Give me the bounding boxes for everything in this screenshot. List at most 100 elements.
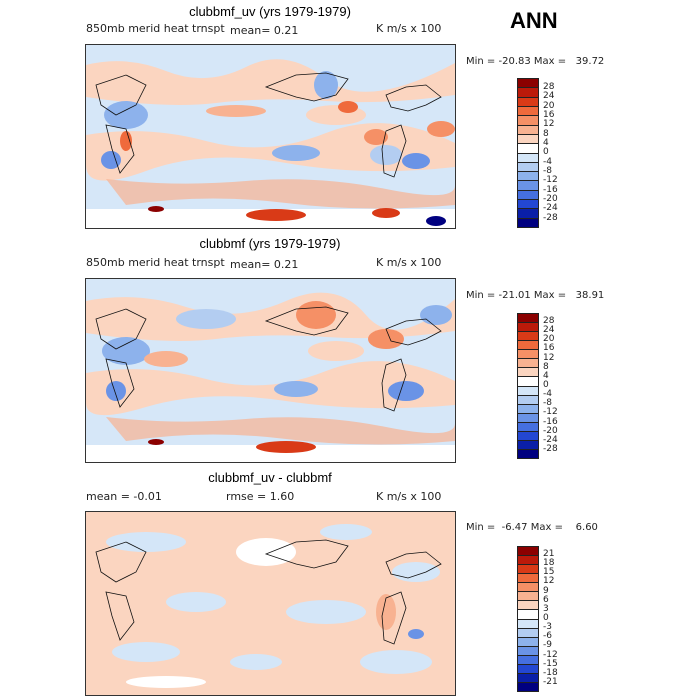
panel-3-mean: mean = -0.01 bbox=[86, 490, 162, 503]
panel-3-minmax: Min = -6.47 Max = 6.60 bbox=[466, 522, 598, 533]
colorbar-swatch bbox=[517, 322, 539, 332]
colorbar-swatch bbox=[517, 115, 539, 125]
colorbar-swatch bbox=[517, 448, 539, 459]
colorbar-level-label: 16 bbox=[543, 343, 555, 354]
colorbar-level-label: -21 bbox=[543, 676, 558, 687]
colorbar-swatch bbox=[517, 189, 539, 200]
colorbar-level-label: 4 bbox=[543, 138, 549, 149]
colorbar-level-label: 28 bbox=[543, 316, 555, 326]
colorbar-level-label: 0 bbox=[543, 379, 549, 390]
colorbar-swatch bbox=[517, 171, 539, 181]
panel-2-mean: mean= 0.21 bbox=[230, 258, 299, 271]
colorbar-level-label: -12 bbox=[543, 649, 558, 660]
colorbar-swatch bbox=[517, 573, 539, 583]
panel-1-mean: mean= 0.21 bbox=[230, 24, 299, 37]
colorbar-swatch bbox=[517, 430, 539, 440]
colorbar-level-label: 3 bbox=[543, 603, 549, 614]
panel-3-contour-map bbox=[86, 512, 455, 695]
colorbar-swatch bbox=[517, 663, 539, 673]
panel-1-units: K m/s x 100 bbox=[376, 22, 442, 35]
colorbar-swatch bbox=[517, 403, 539, 413]
panel-3-colorbar-labels: 21 18 15 12 9 6 3 0 -3 -6 -9 -12 -15 -18 -21 bbox=[543, 550, 558, 687]
colorbar-swatch bbox=[517, 546, 539, 556]
colorbar-swatch bbox=[517, 627, 539, 637]
season-label: ANN bbox=[510, 8, 558, 33]
colorbar-level-label: -16 bbox=[543, 184, 558, 195]
colorbar-swatch bbox=[517, 376, 539, 386]
colorbar-level-label: -24 bbox=[543, 434, 558, 445]
colorbar-level-label: -6 bbox=[543, 631, 552, 642]
panel-3-units: K m/s x 100 bbox=[376, 490, 442, 503]
panel-2-map bbox=[85, 278, 456, 463]
colorbar-swatch bbox=[517, 78, 539, 88]
colorbar-level-label: 18 bbox=[543, 558, 555, 569]
panel-1-contour-map bbox=[86, 45, 455, 228]
panel-1-map bbox=[85, 44, 456, 229]
panel-2-title: clubbmf (yrs 1979-1979) bbox=[199, 236, 341, 251]
panel-2-colorbar bbox=[517, 313, 539, 459]
colorbar-swatch bbox=[517, 582, 539, 592]
colorbar-level-label: -15 bbox=[543, 658, 558, 669]
colorbar-swatch bbox=[517, 681, 539, 692]
panel-1-title: clubbmf_uv (yrs 1979-1979) bbox=[189, 4, 351, 19]
colorbar-swatch bbox=[517, 217, 539, 228]
colorbar-swatch bbox=[517, 439, 539, 449]
colorbar-level-label: -28 bbox=[543, 212, 558, 223]
colorbar-level-label: 15 bbox=[543, 567, 555, 578]
colorbar-swatch bbox=[517, 654, 539, 664]
panel-3-map bbox=[85, 511, 456, 696]
colorbar-level-label: -16 bbox=[543, 416, 558, 427]
colorbar-level-label: 0 bbox=[543, 612, 549, 623]
colorbar-swatch bbox=[517, 105, 539, 116]
colorbar-swatch bbox=[517, 564, 539, 574]
colorbar-level-label: 24 bbox=[543, 91, 555, 102]
colorbar-level-label: 8 bbox=[543, 361, 549, 372]
colorbar-level-label: 20 bbox=[543, 100, 555, 111]
panel-2-contour-map bbox=[86, 279, 455, 462]
colorbar-level-label: -3 bbox=[543, 622, 552, 633]
colorbar-swatch bbox=[517, 331, 539, 341]
colorbar-level-label: -9 bbox=[543, 640, 552, 651]
colorbar-level-label: 6 bbox=[543, 594, 549, 605]
panel-1-field-label: 850mb merid heat trnspt bbox=[86, 22, 225, 35]
colorbar-level-label: -20 bbox=[543, 194, 558, 205]
colorbar-swatch bbox=[517, 618, 539, 628]
colorbar-level-label: 28 bbox=[543, 82, 555, 92]
colorbar-level-label: 16 bbox=[543, 110, 555, 121]
colorbar-swatch bbox=[517, 199, 539, 209]
colorbar-swatch bbox=[517, 600, 539, 610]
colorbar-level-label: 9 bbox=[543, 585, 549, 596]
panel-3-title: clubbmf_uv - clubbmf bbox=[208, 470, 332, 485]
panel-1-colorbar-labels: 28 24 20 16 12 8 4 0 -4 -8 -12 -16 -20 -24 -28 bbox=[543, 83, 558, 223]
colorbar-swatch bbox=[517, 412, 539, 422]
colorbar-level-label: -24 bbox=[543, 203, 558, 214]
colorbar-level-label: -20 bbox=[543, 425, 558, 436]
colorbar-level-label: 12 bbox=[543, 576, 555, 587]
colorbar-level-label: -28 bbox=[543, 443, 558, 454]
colorbar-swatch bbox=[517, 124, 539, 134]
colorbar-level-label: -12 bbox=[543, 407, 558, 418]
colorbar-swatch bbox=[517, 180, 539, 190]
colorbar-swatch bbox=[517, 367, 539, 377]
panel-2-field-label: 850mb merid heat trnspt bbox=[86, 256, 225, 269]
panel-2-minmax: Min = -21.01 Max = 38.91 bbox=[466, 290, 605, 301]
colorbar-level-label: 12 bbox=[543, 119, 555, 130]
colorbar-swatch bbox=[517, 161, 539, 172]
colorbar-level-label: -4 bbox=[543, 156, 552, 167]
colorbar-swatch bbox=[517, 143, 539, 153]
panel-2-colorbar-labels: 28 24 20 16 12 8 4 0 -4 -8 -12 -16 -20 -24 -28 bbox=[543, 317, 558, 454]
colorbar-swatch bbox=[517, 96, 539, 106]
colorbar-swatch bbox=[517, 645, 539, 655]
colorbar-swatch bbox=[517, 340, 539, 350]
colorbar-swatch bbox=[517, 636, 539, 646]
colorbar-level-label: -8 bbox=[543, 166, 552, 177]
colorbar-swatch bbox=[517, 87, 539, 97]
colorbar-swatch bbox=[517, 591, 539, 601]
colorbar-level-label: -4 bbox=[543, 389, 552, 400]
colorbar-swatch bbox=[517, 385, 539, 395]
colorbar-level-label: 20 bbox=[543, 334, 555, 345]
colorbar-swatch bbox=[517, 394, 539, 404]
colorbar-level-label: 21 bbox=[543, 549, 555, 559]
panel-3-rmse: rmse = 1.60 bbox=[226, 490, 295, 503]
panel-1-minmax: Min = -20.83 Max = 39.72 bbox=[466, 56, 605, 67]
